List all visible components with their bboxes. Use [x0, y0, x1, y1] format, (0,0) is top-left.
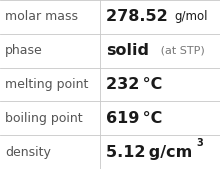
Text: 232 °C: 232 °C	[106, 77, 163, 92]
Text: density: density	[5, 146, 51, 159]
Text: melting point: melting point	[5, 78, 88, 91]
Text: 619 °C: 619 °C	[106, 111, 163, 126]
Text: molar mass: molar mass	[5, 10, 78, 23]
Text: (at STP): (at STP)	[155, 46, 204, 56]
Text: phase: phase	[5, 44, 43, 57]
Text: g/mol: g/mol	[175, 10, 208, 23]
Text: boiling point: boiling point	[5, 112, 83, 125]
Text: solid: solid	[106, 43, 149, 58]
Text: 278.52: 278.52	[106, 9, 171, 24]
Text: 5.12 g/cm: 5.12 g/cm	[106, 145, 192, 160]
Text: 3: 3	[196, 138, 203, 148]
